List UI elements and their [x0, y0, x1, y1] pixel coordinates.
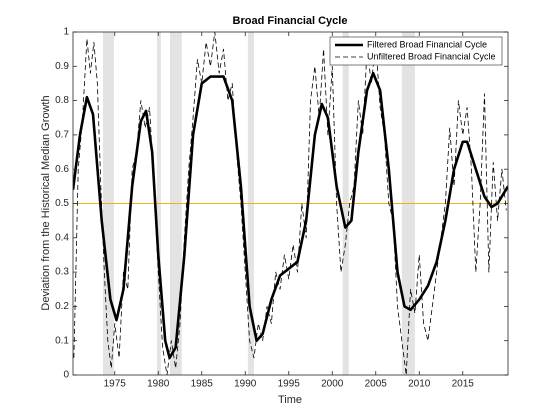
unfiltered-line	[73, 32, 507, 375]
x-tick-label: 2010	[408, 379, 431, 390]
x-tick-label: 1980	[147, 379, 170, 390]
y-tick-label: 0.5	[55, 198, 69, 209]
x-tick-label: 1990	[234, 379, 257, 390]
plot-area	[73, 32, 508, 375]
legend-label: Unfiltered Broad Financial Cycle	[367, 51, 496, 61]
x-tick-label: 1995	[278, 379, 301, 390]
x-tick-label: 2015	[452, 379, 475, 390]
y-tick-label: 1	[63, 27, 69, 38]
y-tick-label: 0.2	[55, 301, 69, 312]
legend-box	[329, 36, 503, 66]
legend-label: Filtered Broad Financial Cycle	[367, 39, 487, 49]
x-tick-label: 2000	[321, 379, 344, 390]
y-tick-label: 0.9	[55, 61, 69, 72]
chart-title: Broad Financial Cycle	[233, 15, 348, 27]
y-axis-label: Deviation from the Historical Median Gro…	[40, 95, 52, 310]
filtered-line	[73, 71, 508, 360]
x-tick-label: 2005	[365, 379, 388, 390]
y-tick-label: 0.1	[55, 335, 69, 346]
y-tick-label: 0.6	[55, 164, 69, 175]
y-tick-label: 0.4	[55, 232, 69, 243]
y-tick-label: 0.3	[55, 267, 69, 278]
x-tick-label: 1975	[104, 379, 127, 390]
y-tick-label: 0.7	[55, 130, 69, 141]
x-axis-label: Time	[278, 394, 302, 406]
y-tick-label: 0	[63, 370, 69, 381]
x-tick-label: 1985	[191, 379, 214, 390]
y-tick-label: 0.8	[55, 95, 69, 106]
